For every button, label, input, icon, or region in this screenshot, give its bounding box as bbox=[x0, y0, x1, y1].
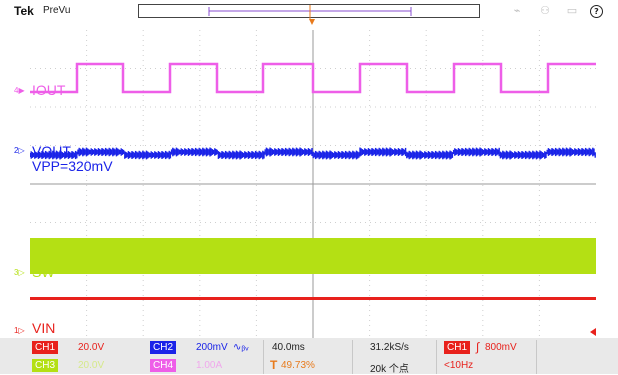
ground-marker-icon bbox=[590, 328, 596, 336]
ch3-badge[interactable]: CH3 bbox=[32, 359, 59, 372]
help-icon[interactable]: ? bbox=[590, 5, 603, 18]
ch3-marker[interactable]: 3▷ bbox=[14, 268, 25, 277]
vout-label: VOUT bbox=[32, 143, 71, 159]
trigger-position-icon bbox=[309, 19, 315, 25]
sw-waveform bbox=[30, 238, 596, 274]
sample-rate: 31.2kS/s bbox=[370, 342, 409, 353]
vout-vpp-measurement: VPP=320mV bbox=[32, 158, 113, 174]
sw-label: SW bbox=[32, 264, 55, 280]
status-bar bbox=[0, 338, 618, 374]
brand-logo: Tek bbox=[14, 4, 34, 18]
trigger-level[interactable]: 800mV bbox=[485, 342, 517, 353]
vin-label: VIN bbox=[32, 320, 56, 336]
vin-waveform bbox=[30, 297, 596, 300]
ch4-scale[interactable]: 1.00A bbox=[196, 360, 223, 371]
ch2-marker[interactable]: 2▷ bbox=[14, 146, 25, 155]
timebase[interactable]: 40.0ms bbox=[272, 342, 305, 353]
top-bar: Tek PreVu ⌁ ⚇ ▭ ? bbox=[0, 0, 618, 30]
trigger-position-icon-label: T bbox=[270, 358, 278, 372]
iout-waveform bbox=[30, 62, 596, 94]
ch4-marker[interactable]: 4▶ bbox=[14, 86, 25, 95]
display-icon[interactable]: ▭ bbox=[566, 3, 578, 17]
waveform-display[interactable] bbox=[30, 30, 596, 338]
record-view-bar[interactable] bbox=[138, 4, 480, 19]
ch1-scale[interactable]: 20.0V bbox=[78, 342, 105, 353]
ch1-badge[interactable]: CH1 bbox=[32, 341, 59, 354]
ch3-scale[interactable]: 20.0V bbox=[78, 360, 105, 371]
record-length[interactable]: 20k 个点 bbox=[370, 364, 409, 375]
usb-icon[interactable]: ⚇ bbox=[540, 3, 550, 17]
vout-waveform bbox=[30, 147, 596, 160]
network-icon[interactable]: ⌁ bbox=[513, 3, 521, 17]
trigger-position[interactable]: 49.73% bbox=[281, 360, 315, 371]
iout-label: IOUT bbox=[32, 82, 66, 98]
acquisition-mode: PreVu bbox=[43, 5, 71, 16]
trigger-source-badge[interactable]: CH1 bbox=[444, 341, 471, 354]
ch2-badge[interactable]: CH2 bbox=[150, 341, 177, 354]
bandwidth-limit-icon: ∿ᵦᵥ bbox=[233, 342, 249, 353]
ch1-marker[interactable]: 1▷ bbox=[14, 326, 25, 335]
trigger-frequency: <10Hz bbox=[444, 360, 474, 371]
ch2-scale[interactable]: 200mV bbox=[196, 342, 228, 353]
rising-edge-icon: ∫ bbox=[476, 340, 480, 354]
ch4-badge[interactable]: CH4 bbox=[150, 359, 177, 372]
